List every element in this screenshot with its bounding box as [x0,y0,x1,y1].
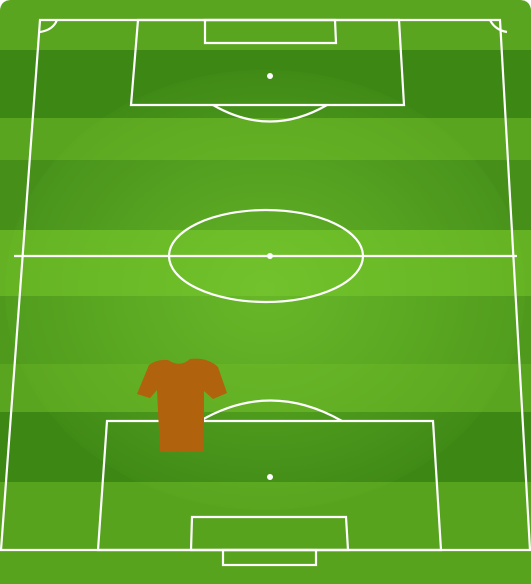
corner-arc-top-right [489,19,508,34]
corner-arc-top-left [39,19,59,34]
bottom-penalty-arc [199,399,343,422]
top-penalty-spot [267,73,273,79]
shirt-body [137,358,227,452]
top-goal-area [203,18,338,45]
center-circle [167,208,365,304]
player-shirt-icon[interactable] [137,358,227,452]
top-penalty-arc [212,104,328,123]
pitch-glow [5,70,525,510]
bottom-goal [221,548,318,567]
pitch-markings [0,18,531,567]
center-spot [267,253,273,259]
stripe [0,0,531,50]
bottom-penalty-area [96,419,443,552]
bottom-penalty-spot [267,474,273,480]
bottom-goal-area [189,515,350,552]
